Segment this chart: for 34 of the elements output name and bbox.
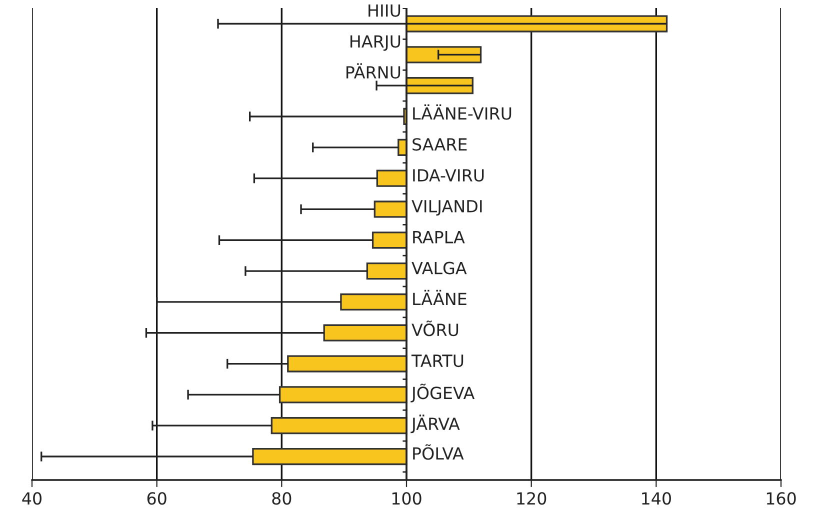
- y-tick-label: HIIU: [368, 4, 400, 17]
- bar: [252, 448, 408, 466]
- x-tick-label: 120: [517, 492, 546, 505]
- x-tick-label: 100: [392, 492, 422, 505]
- bar: [406, 46, 482, 64]
- y-tick-label: RAPLA: [413, 231, 465, 244]
- y-tick-label: VILJANDI: [412, 200, 482, 216]
- bar: [406, 15, 668, 32]
- x-tick-label: 60: [147, 492, 166, 505]
- bar: [374, 200, 408, 218]
- x-tick-label: 140: [642, 492, 671, 505]
- bar: [323, 324, 408, 342]
- y-tick-label: IDA-VIRU: [413, 169, 484, 182]
- x-tick-label: 40: [22, 492, 42, 505]
- bar: [278, 386, 408, 404]
- bar: [372, 232, 408, 249]
- y-tick-label: PÄRNU: [346, 63, 400, 79]
- y-tick-label: JÄRVA: [410, 414, 460, 434]
- y-tick-label: LÄÄNE: [413, 290, 466, 306]
- y-tick-label: JÕGEVA: [410, 384, 475, 402]
- y-tick-label: TARTU: [411, 354, 464, 368]
- bar: [270, 417, 408, 434]
- bar: [366, 262, 408, 280]
- bar: [340, 293, 408, 311]
- y-tick-label: LÄÄNE-VIRU: [413, 104, 512, 120]
- y-tick-label: PÕLVA: [413, 444, 464, 460]
- y-tick-label: HARJU: [350, 35, 400, 51]
- bar: [287, 355, 408, 372]
- x-tick-label: 160: [766, 492, 796, 505]
- x-tick-label: 80: [272, 492, 292, 505]
- bar: [376, 170, 408, 187]
- y-tick-label: VÕRU: [412, 320, 458, 336]
- y-tick-label: SAARE: [412, 138, 467, 151]
- y-tick-label: VALGA: [412, 262, 467, 274]
